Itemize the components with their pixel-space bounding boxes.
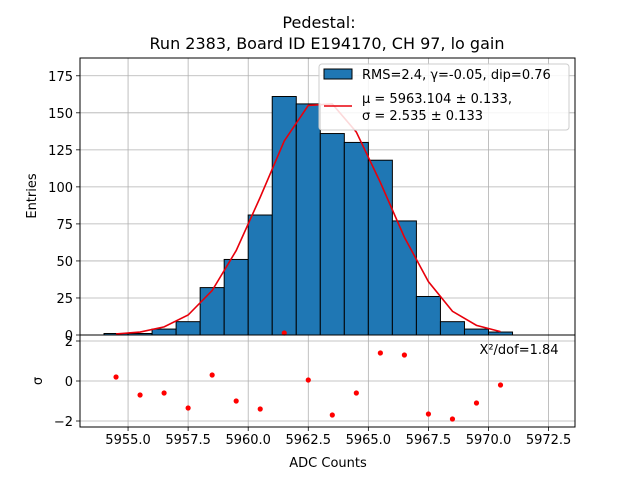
histogram-y-tick-label-5: 125 — [48, 144, 73, 159]
histogram-bar-6 — [247, 214, 273, 336]
residual-point-12 — [401, 352, 407, 358]
residual-point-0 — [113, 374, 119, 380]
x-tick-label-5: 5967.5 — [406, 433, 452, 448]
histogram-bar-3 — [175, 321, 201, 336]
legend-histogram-swatch — [323, 68, 353, 80]
histogram-bar-8 — [295, 103, 321, 336]
residual-point-14 — [449, 416, 456, 422]
x-tick-label-0: 5955.0 — [105, 433, 151, 448]
histogram-bar-9 — [319, 133, 345, 336]
residual-points — [113, 330, 504, 422]
residual-point-16 — [497, 382, 504, 388]
residual-point-1 — [137, 392, 143, 398]
residual-point-15 — [473, 400, 480, 406]
residual-point-5 — [233, 398, 239, 404]
histogram-bar-7 — [271, 96, 297, 336]
residual-y-tick-label-1: 0 — [65, 375, 73, 390]
histogram-bar-15 — [463, 328, 489, 336]
chi2-annotation: X²/dof=1.84 — [479, 343, 558, 358]
histogram-y-tick-label-3: 75 — [56, 218, 73, 233]
residual-point-7 — [281, 330, 287, 336]
residual-y-ticks: −2 0 2 — [54, 335, 80, 430]
residual-point-9 — [329, 412, 335, 418]
legend-fit-label-line-1: μ = 5963.104 ± 0.133, — [362, 92, 512, 107]
histogram-y-tick-label-7: 175 — [48, 70, 73, 85]
residual-y-axis-label: σ — [31, 377, 46, 385]
residual-point-3 — [185, 405, 191, 411]
legend-fit-label-line-2: σ = 2.535 ± 0.133 — [362, 109, 483, 124]
histogram-y-tick-label-4: 100 — [48, 181, 73, 196]
histogram-bar-13 — [415, 295, 441, 336]
histogram-bar-11 — [367, 159, 393, 336]
legend-histogram-label: RMS=2.4, γ=-0.05, dip=0.76 — [362, 68, 551, 83]
histogram-bar-10 — [343, 141, 369, 336]
residual-point-10 — [353, 390, 359, 396]
x-axis-label: ADC Counts — [289, 456, 367, 471]
residual-point-2 — [161, 390, 167, 396]
histogram-bar-12 — [391, 220, 417, 336]
histogram-bar-14 — [439, 321, 465, 336]
histogram-y-ticks: 0 25 50 75 100 125 150 175 — [48, 70, 80, 344]
chart-legend: RMS=2.4, γ=-0.05, dip=0.76 μ = 5963.104 … — [318, 63, 570, 131]
histogram-y-tick-label-2: 50 — [56, 255, 73, 270]
residual-point-13 — [425, 411, 432, 417]
legend-box — [318, 63, 570, 131]
residual-y-tick-label-2: 2 — [65, 335, 73, 350]
x-tick-label-7: 5972.5 — [526, 433, 572, 448]
gaussian-fit-line — [115, 103, 501, 335]
histogram-y-tick-label-6: 150 — [48, 107, 73, 122]
histogram-bars — [103, 96, 514, 336]
x-tick-label-2: 5960.0 — [225, 433, 271, 448]
histogram-bar-4 — [199, 287, 225, 336]
histogram-y-tick-label-1: 25 — [56, 292, 73, 307]
residual-point-8 — [305, 377, 311, 383]
residual-point-11 — [377, 350, 383, 356]
histogram-y-tick-label-0: 0 — [65, 329, 73, 344]
residual-point-4 — [209, 372, 215, 378]
x-tick-label-4: 5965.0 — [346, 433, 392, 448]
residual-gridlines — [80, 335, 575, 427]
histogram-bar-2 — [151, 328, 177, 336]
x-tick-label-3: 5962.5 — [286, 433, 332, 448]
chart-title-line-2: Run 2383, Board ID E194170, CH 97, lo ga… — [150, 34, 505, 53]
residual-y-tick-label-0: −2 — [54, 415, 73, 430]
x-tick-label-1: 5957.5 — [165, 433, 211, 448]
histogram-bar-5 — [223, 258, 249, 336]
residual-point-6 — [257, 406, 263, 412]
histogram-y-axis-label: Entries — [25, 173, 40, 219]
chart-title-line-1: Pedestal: — [282, 13, 355, 32]
x-tick-label-6: 5970.0 — [466, 433, 512, 448]
x-axis-ticks: 5955.0 5957.5 5960.0 5962.5 5965.0 5967.5 5970… — [105, 427, 571, 448]
